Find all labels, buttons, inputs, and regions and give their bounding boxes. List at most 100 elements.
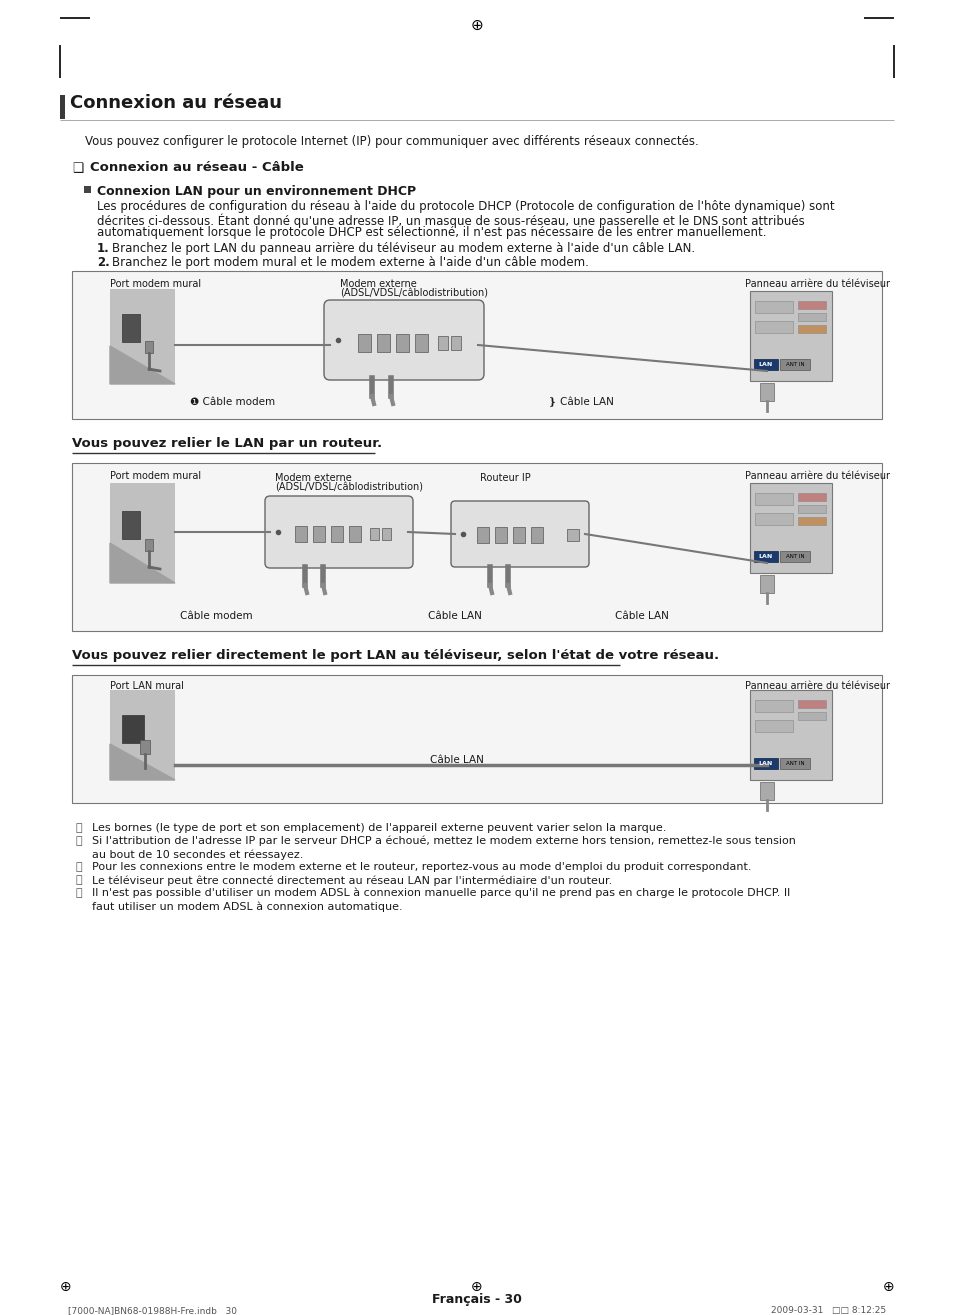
Bar <box>753 551 778 562</box>
Bar <box>357 334 371 352</box>
Text: Pour les connexions entre le modem externe et le routeur, reportez-vous au mode : Pour les connexions entre le modem exter… <box>91 863 751 872</box>
Bar <box>376 334 390 352</box>
Bar <box>122 512 140 539</box>
Bar <box>71 675 882 803</box>
Bar <box>331 526 343 542</box>
Bar <box>495 527 506 543</box>
Bar <box>122 715 144 743</box>
Polygon shape <box>110 346 174 384</box>
Bar <box>313 526 325 542</box>
Text: Les procédures de configuration du réseau à l'aide du protocole DHCP (Protocole : Les procédures de configuration du résea… <box>97 200 834 213</box>
Text: Modem externe: Modem externe <box>274 473 352 483</box>
Text: faut utiliser un modem ADSL à connexion automatique.: faut utiliser un modem ADSL à connexion … <box>91 901 402 911</box>
Bar <box>415 334 428 352</box>
Text: automatiquement lorsque le protocole DHCP est sélectionné, il n'est pas nécessai: automatiquement lorsque le protocole DHC… <box>97 226 765 239</box>
Bar <box>110 690 174 780</box>
Text: ⊕: ⊕ <box>60 1279 71 1294</box>
Text: 2009-03-31   □□ 8:12:25: 2009-03-31 □□ 8:12:25 <box>770 1306 885 1315</box>
Bar <box>60 95 65 118</box>
Bar <box>437 337 448 350</box>
Bar <box>749 291 831 381</box>
Bar <box>797 711 825 721</box>
Text: Câble modem: Câble modem <box>180 611 253 621</box>
Text: au bout de 10 secondes et réessayez.: au bout de 10 secondes et réessayez. <box>91 849 303 860</box>
Bar <box>395 334 409 352</box>
Bar <box>122 314 140 342</box>
Text: Branchez le port modem mural et le modem externe à l'aide d'un câble modem.: Branchez le port modem mural et le modem… <box>112 256 588 270</box>
Text: ⊕: ⊕ <box>470 18 483 33</box>
Bar <box>749 483 831 573</box>
Bar <box>754 321 792 333</box>
Text: ❶ Câble modem: ❶ Câble modem <box>190 397 274 408</box>
Bar <box>760 782 773 800</box>
Bar <box>84 185 91 193</box>
Bar <box>797 505 825 513</box>
Bar <box>140 740 150 753</box>
Bar <box>797 517 825 525</box>
Text: ⊕: ⊕ <box>882 1279 893 1294</box>
Bar <box>749 690 831 780</box>
Bar <box>797 313 825 321</box>
Bar <box>110 289 174 384</box>
Bar <box>451 337 460 350</box>
Bar <box>145 341 152 352</box>
Bar <box>294 526 307 542</box>
Text: Si l'attribution de l'adresse IP par le serveur DHCP a échoué, mettez le modem e: Si l'attribution de l'adresse IP par le … <box>91 836 795 847</box>
Bar <box>110 483 174 583</box>
Text: [7000-NA]BN68-01988H-Fre.indb   30: [7000-NA]BN68-01988H-Fre.indb 30 <box>68 1306 236 1315</box>
Text: Port modem mural: Port modem mural <box>110 471 201 481</box>
Text: Il n'est pas possible d'utiliser un modem ADSL à connexion manuelle parce qu'il : Il n'est pas possible d'utiliser un mode… <box>91 888 789 898</box>
Bar <box>513 527 524 543</box>
Bar <box>780 359 809 370</box>
Text: Vous pouvez relier directement le port LAN au téléviseur, selon l'état de votre : Vous pouvez relier directement le port L… <box>71 650 719 661</box>
Text: Connexion au réseau - Câble: Connexion au réseau - Câble <box>90 160 303 174</box>
Text: décrites ci-dessous. Étant donné qu'une adresse IP, un masque de sous-réseau, un: décrites ci-dessous. Étant donné qu'une … <box>97 213 804 227</box>
Text: (ADSL/VDSL/câblodistribution): (ADSL/VDSL/câblodistribution) <box>339 288 488 299</box>
Text: LAN: LAN <box>758 761 772 767</box>
Text: 1.: 1. <box>97 242 110 255</box>
Bar <box>754 513 792 525</box>
Text: Connexion LAN pour un environnement DHCP: Connexion LAN pour un environnement DHCP <box>97 185 416 199</box>
Text: Port LAN mural: Port LAN mural <box>110 681 184 690</box>
Bar <box>754 700 792 711</box>
Text: Les bornes (le type de port et son emplacement) de l'appareil externe peuvent va: Les bornes (le type de port et son empla… <box>91 823 666 832</box>
Bar <box>71 271 882 419</box>
Text: ❑: ❑ <box>71 162 83 175</box>
Text: Vous pouvez relier le LAN par un routeur.: Vous pouvez relier le LAN par un routeur… <box>71 437 382 450</box>
Text: ANT IN: ANT IN <box>785 362 803 367</box>
Bar <box>381 529 391 540</box>
Text: Modem externe: Modem externe <box>339 279 416 289</box>
Text: LAN: LAN <box>758 362 772 367</box>
Bar <box>780 757 809 769</box>
Bar <box>797 700 825 707</box>
Bar <box>753 359 778 370</box>
Text: Panneau arrière du téléviseur: Panneau arrière du téléviseur <box>744 681 889 690</box>
Bar <box>370 529 378 540</box>
Bar <box>760 383 773 401</box>
Text: ⓘ: ⓘ <box>76 836 83 846</box>
Text: ANT IN: ANT IN <box>785 761 803 767</box>
Text: ⓘ: ⓘ <box>76 823 83 832</box>
Bar <box>797 325 825 333</box>
Bar <box>760 575 773 593</box>
Text: LAN: LAN <box>758 554 772 559</box>
Text: ANT IN: ANT IN <box>785 554 803 559</box>
Bar <box>476 527 489 543</box>
Bar <box>349 526 360 542</box>
Text: Panneau arrière du téléviseur: Panneau arrière du téléviseur <box>744 471 889 481</box>
Bar <box>566 529 578 540</box>
Text: Câble LAN: Câble LAN <box>615 611 668 621</box>
Text: 2.: 2. <box>97 256 110 270</box>
FancyBboxPatch shape <box>265 496 413 568</box>
FancyBboxPatch shape <box>451 501 588 567</box>
Bar <box>780 551 809 562</box>
Polygon shape <box>110 744 174 780</box>
Text: (ADSL/VDSL/câblodistribution): (ADSL/VDSL/câblodistribution) <box>274 483 422 492</box>
Bar <box>753 757 778 769</box>
Text: ⓘ: ⓘ <box>76 863 83 872</box>
Bar <box>754 721 792 732</box>
Text: ❵ Câble LAN: ❵ Câble LAN <box>547 397 613 408</box>
Bar <box>71 463 882 631</box>
Bar <box>797 493 825 501</box>
Polygon shape <box>110 543 174 583</box>
